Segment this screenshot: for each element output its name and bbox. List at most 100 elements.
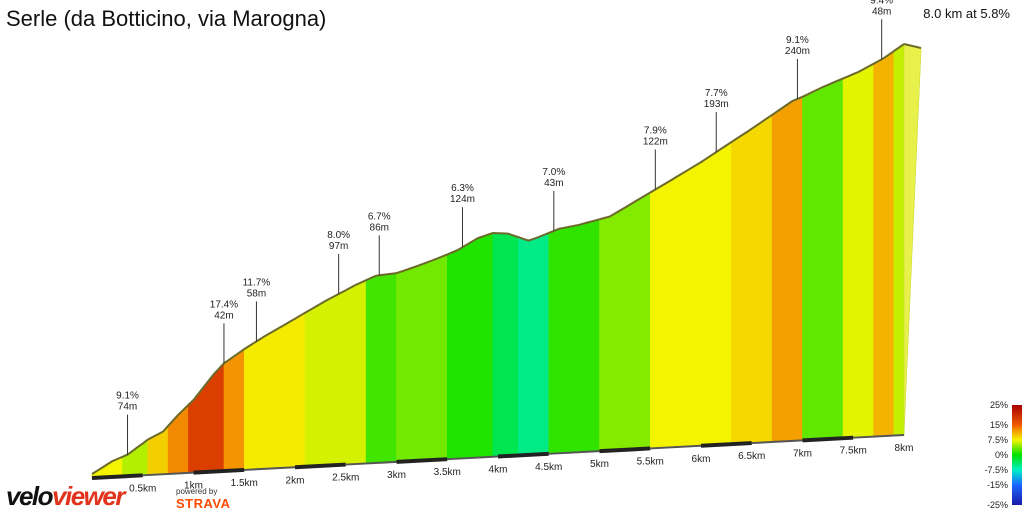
- annotation-grade: 6.7%: [368, 211, 391, 222]
- axis-segment: [650, 444, 702, 450]
- x-tick-label: 1.5km: [231, 478, 258, 489]
- gradient-band: [365, 272, 397, 464]
- x-tick-labels: 0.5km 1km 1.5km 2km 2.5km 3km 3.5km 4km 4.5km 5km…: [129, 443, 913, 494]
- veloviewer-logo[interactable]: veloviewer: [6, 481, 125, 511]
- gradient-band: [446, 232, 494, 460]
- legend-label: -25%: [987, 500, 1008, 510]
- climb-summary: 8.0 km at 5.8%: [923, 6, 1010, 21]
- strava-logo[interactable]: STRAVA: [176, 496, 231, 511]
- annotation-length: 124m: [450, 194, 475, 205]
- axis-segment: [193, 467, 245, 475]
- annotation-grade: 11.7%: [243, 277, 271, 288]
- annotation-grade: 17.4%: [210, 299, 238, 310]
- gradient-band: [599, 191, 651, 452]
- axis-segment: [345, 460, 397, 466]
- annotation-length: 43m: [544, 178, 563, 189]
- gradient-band: [649, 141, 732, 449]
- x-axis: [91, 434, 905, 480]
- legend-colorbar: [1012, 405, 1022, 505]
- gradient-band: [492, 232, 519, 458]
- axis-segment: [548, 450, 600, 455]
- segment-annotation: 17.4%42m: [210, 299, 238, 364]
- segment-annotation: 7.7%193m: [704, 88, 729, 153]
- x-tick-label: 6.5km: [738, 451, 765, 462]
- gradient-band: [771, 96, 803, 443]
- profile-line: [91, 43, 905, 475]
- axis-segment: [802, 435, 854, 443]
- page-title: Serle (da Botticino, via Marogna): [6, 6, 327, 31]
- annotation-length: 240m: [785, 46, 810, 57]
- gradient-band: [517, 232, 550, 456]
- axis-segment: [294, 462, 346, 470]
- x-tick-label: 3.5km: [434, 467, 461, 478]
- gradient-band: [893, 43, 905, 436]
- segment-annotation: 9.1%74m: [116, 391, 139, 455]
- axis-segment: [244, 466, 296, 471]
- segment-annotation: 11.7%58m: [243, 277, 271, 342]
- gradient-band: [244, 312, 306, 471]
- segment-annotation: 8.0%97m: [327, 230, 350, 294]
- x-tick-label: 5km: [590, 459, 609, 470]
- x-tick-label: 4km: [489, 465, 508, 476]
- annotation-length: 42m: [214, 310, 233, 321]
- x-tick-label: 5.5km: [637, 456, 664, 467]
- profile-line-edge: [903, 43, 922, 49]
- legend-label: 0%: [995, 450, 1008, 460]
- gradient-band: [548, 218, 600, 455]
- legend-label: -15%: [987, 480, 1008, 490]
- segment-annotation: 6.7%86m: [368, 211, 391, 276]
- annotation-length: 122m: [643, 137, 668, 148]
- x-tick-label: 8km: [895, 443, 914, 454]
- axis-segment: [142, 471, 194, 477]
- annotation-grade: 9.1%: [786, 35, 809, 46]
- annotation-grade: 7.0%: [542, 167, 565, 178]
- logo-viewer-text: viewer: [52, 481, 125, 511]
- gradient-band: [802, 77, 844, 441]
- axis-segment: [396, 457, 448, 464]
- annotation-length: 86m: [370, 222, 389, 233]
- axis-segment: [700, 441, 752, 448]
- segment-annotation: 6.3%124m: [450, 183, 475, 248]
- gradient-band: [842, 63, 874, 439]
- gradient-band: [223, 348, 245, 472]
- profile-side-face: [903, 43, 922, 436]
- annotation-length: 48m: [872, 6, 891, 17]
- x-tick-label: 2.5km: [332, 473, 359, 484]
- x-tick-label: 3km: [387, 470, 406, 481]
- x-tick-label: 2km: [286, 475, 305, 486]
- annotation-length: 74m: [118, 402, 137, 413]
- segment-annotation: 9.4%48m: [870, 0, 893, 60]
- annotation-length: 193m: [704, 99, 729, 110]
- segment-annotations: 9.1%74m17.4%42m11.7%58m8.0%97m6.7%86m6.3…: [116, 0, 893, 455]
- gradient-legend: 25% 15% 7.5% 0% -7.5% -15% -25%: [984, 400, 1022, 510]
- x-tick-label: 0.5km: [129, 483, 156, 494]
- segment-annotation: 7.0%43m: [542, 167, 565, 231]
- annotation-grade: 9.1%: [116, 391, 139, 402]
- annotation-grade: 6.3%: [451, 183, 474, 194]
- logo-velo-text: velo: [6, 481, 54, 511]
- axis-segment: [599, 446, 651, 454]
- gradient-band: [396, 253, 448, 463]
- annotation-grade: 7.9%: [644, 126, 667, 137]
- x-tick-label: 7km: [793, 448, 812, 459]
- axis-segment: [751, 439, 803, 445]
- annotation-grade: 8.0%: [327, 230, 350, 241]
- segment-annotation: 9.1%240m: [785, 35, 810, 99]
- gradient-band: [731, 114, 773, 445]
- x-tick-label: 7.5km: [840, 446, 867, 457]
- axis-segment: [853, 434, 905, 439]
- axis-segment: [447, 455, 499, 461]
- x-tick-label: 6km: [692, 454, 711, 465]
- annotation-grade: 9.4%: [870, 0, 893, 6]
- annotation-length: 58m: [247, 288, 266, 299]
- segment-annotation: 7.9%122m: [643, 126, 668, 190]
- annotation-length: 97m: [329, 241, 348, 252]
- axis-segment: [497, 451, 549, 459]
- legend-label: 7.5%: [987, 435, 1008, 445]
- axis-segment: [91, 473, 143, 480]
- x-tick-label: 4.5km: [535, 462, 562, 473]
- annotation-grade: 7.7%: [705, 88, 728, 99]
- gradient-bands: [91, 43, 905, 479]
- gradient-band: [188, 362, 225, 474]
